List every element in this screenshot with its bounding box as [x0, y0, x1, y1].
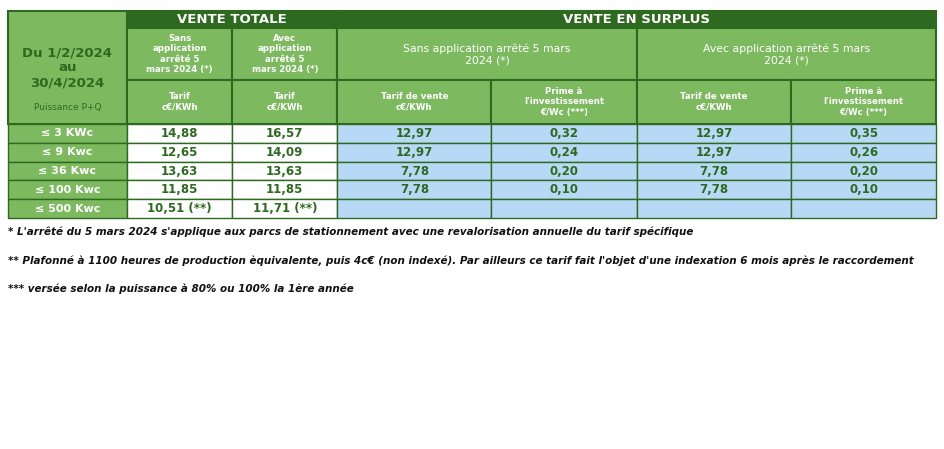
Text: 11,85: 11,85 [160, 184, 198, 196]
Text: 13,63: 13,63 [160, 165, 198, 177]
Bar [637, 80, 791, 124]
Bar [126, 11, 337, 28]
Text: VENTE EN SURPLUS: VENTE EN SURPLUS [564, 13, 711, 26]
Bar [8, 11, 126, 124]
Text: Sans
application
arrêté 5
mars 2024 (*): Sans application arrêté 5 mars 2024 (*) [146, 34, 212, 74]
Text: Prime à
l'investissement
€/Wc (***): Prime à l'investissement €/Wc (***) [823, 87, 903, 117]
Bar [232, 143, 337, 162]
Bar [337, 124, 491, 143]
Text: 11,85: 11,85 [266, 184, 303, 196]
Bar [491, 162, 637, 180]
Text: * L'arrêté du 5 mars 2024 s'applique aux parcs de stationnement avec une revalor: * L'arrêté du 5 mars 2024 s'applique aux… [8, 226, 693, 237]
Bar [126, 80, 232, 124]
Bar [337, 162, 491, 180]
Text: 12,97: 12,97 [396, 146, 433, 158]
Bar [791, 199, 936, 218]
Bar [232, 180, 337, 199]
Text: 7,78: 7,78 [399, 184, 429, 196]
Bar [637, 199, 791, 218]
Bar [491, 180, 637, 199]
Text: 7,78: 7,78 [700, 184, 729, 196]
Text: Puissance P+Q: Puissance P+Q [33, 103, 101, 112]
Bar [8, 199, 126, 218]
Bar [491, 199, 637, 218]
Text: ≤ 3 KWc: ≤ 3 KWc [42, 128, 93, 138]
Text: 7,78: 7,78 [399, 165, 429, 177]
Bar [637, 180, 791, 199]
Text: 12,97: 12,97 [396, 127, 433, 140]
Bar [791, 180, 936, 199]
Bar [232, 80, 337, 124]
Bar [337, 180, 491, 199]
Text: 12,97: 12,97 [695, 146, 733, 158]
Bar [126, 28, 232, 80]
Text: 12,65: 12,65 [160, 146, 198, 158]
Text: Tarif de vente
c€/KWh: Tarif de vente c€/KWh [380, 92, 448, 112]
Bar [791, 124, 936, 143]
Text: Tarif
c€/KWh: Tarif c€/KWh [161, 92, 198, 112]
Bar [232, 199, 337, 218]
Text: 0,10: 0,10 [849, 184, 878, 196]
Text: Tarif de vente
c€/KWh: Tarif de vente c€/KWh [680, 92, 748, 112]
Text: ** Plafonné à 1100 heures de production èquivalente, puis 4c€ (non indexé). Par : ** Plafonné à 1100 heures de production … [8, 255, 913, 265]
Bar [337, 11, 936, 28]
Bar [637, 143, 791, 162]
Bar [337, 28, 637, 80]
Bar [637, 162, 791, 180]
Bar [8, 180, 126, 199]
Bar [791, 162, 936, 180]
Text: 11,71 (**): 11,71 (**) [253, 202, 317, 215]
Bar [126, 162, 232, 180]
Text: ≤ 9 Kwc: ≤ 9 Kwc [42, 147, 93, 157]
Text: VENTE TOTALE: VENTE TOTALE [177, 13, 287, 26]
Bar [232, 28, 337, 80]
Bar [637, 124, 791, 143]
Text: ≤ 100 Kwc: ≤ 100 Kwc [35, 185, 100, 195]
Text: *** versée selon la puissance à 80% ou 100% la 1ère année: *** versée selon la puissance à 80% ou 1… [8, 284, 353, 294]
Bar [232, 124, 337, 143]
Bar [491, 124, 637, 143]
Bar [126, 180, 232, 199]
Text: 0,32: 0,32 [549, 127, 579, 140]
Text: 0,10: 0,10 [549, 184, 579, 196]
Text: ≤ 36 Kwc: ≤ 36 Kwc [39, 166, 96, 176]
Text: Sans application arrêté 5 mars
2024 (*): Sans application arrêté 5 mars 2024 (*) [403, 43, 571, 65]
Text: 14,88: 14,88 [160, 127, 198, 140]
Bar [337, 199, 491, 218]
Text: 10,51 (**): 10,51 (**) [147, 202, 211, 215]
Text: 13,63: 13,63 [266, 165, 303, 177]
Bar [491, 80, 637, 124]
Bar [791, 80, 936, 124]
Text: 16,57: 16,57 [266, 127, 303, 140]
Bar [791, 143, 936, 162]
Text: 0,24: 0,24 [549, 146, 579, 158]
Bar [8, 143, 126, 162]
Text: 0,20: 0,20 [849, 165, 878, 177]
Bar [232, 162, 337, 180]
Text: 0,26: 0,26 [849, 146, 878, 158]
Text: 0,20: 0,20 [549, 165, 579, 177]
Text: 7,78: 7,78 [700, 165, 729, 177]
Bar [8, 162, 126, 180]
Bar [637, 28, 936, 80]
Text: Prime à
l'investissement
€/Wc (***): Prime à l'investissement €/Wc (***) [524, 87, 604, 117]
Text: Avec
application
arrêté 5
mars 2024 (*): Avec application arrêté 5 mars 2024 (*) [251, 34, 318, 74]
Text: 14,09: 14,09 [266, 146, 303, 158]
Bar [126, 143, 232, 162]
Text: 0,35: 0,35 [849, 127, 878, 140]
Text: Avec application arrêté 5 mars
2024 (*): Avec application arrêté 5 mars 2024 (*) [703, 43, 870, 65]
Text: Du 1/2/2024
au
30/4/2024: Du 1/2/2024 au 30/4/2024 [23, 46, 112, 89]
Bar [8, 124, 126, 143]
Bar [491, 143, 637, 162]
Text: ≤ 500 Kwc: ≤ 500 Kwc [35, 204, 100, 214]
Bar [337, 143, 491, 162]
Bar [337, 80, 491, 124]
Text: 12,97: 12,97 [695, 127, 733, 140]
Bar [126, 199, 232, 218]
Bar [126, 124, 232, 143]
Text: Tarif
c€/KWh: Tarif c€/KWh [266, 92, 303, 112]
